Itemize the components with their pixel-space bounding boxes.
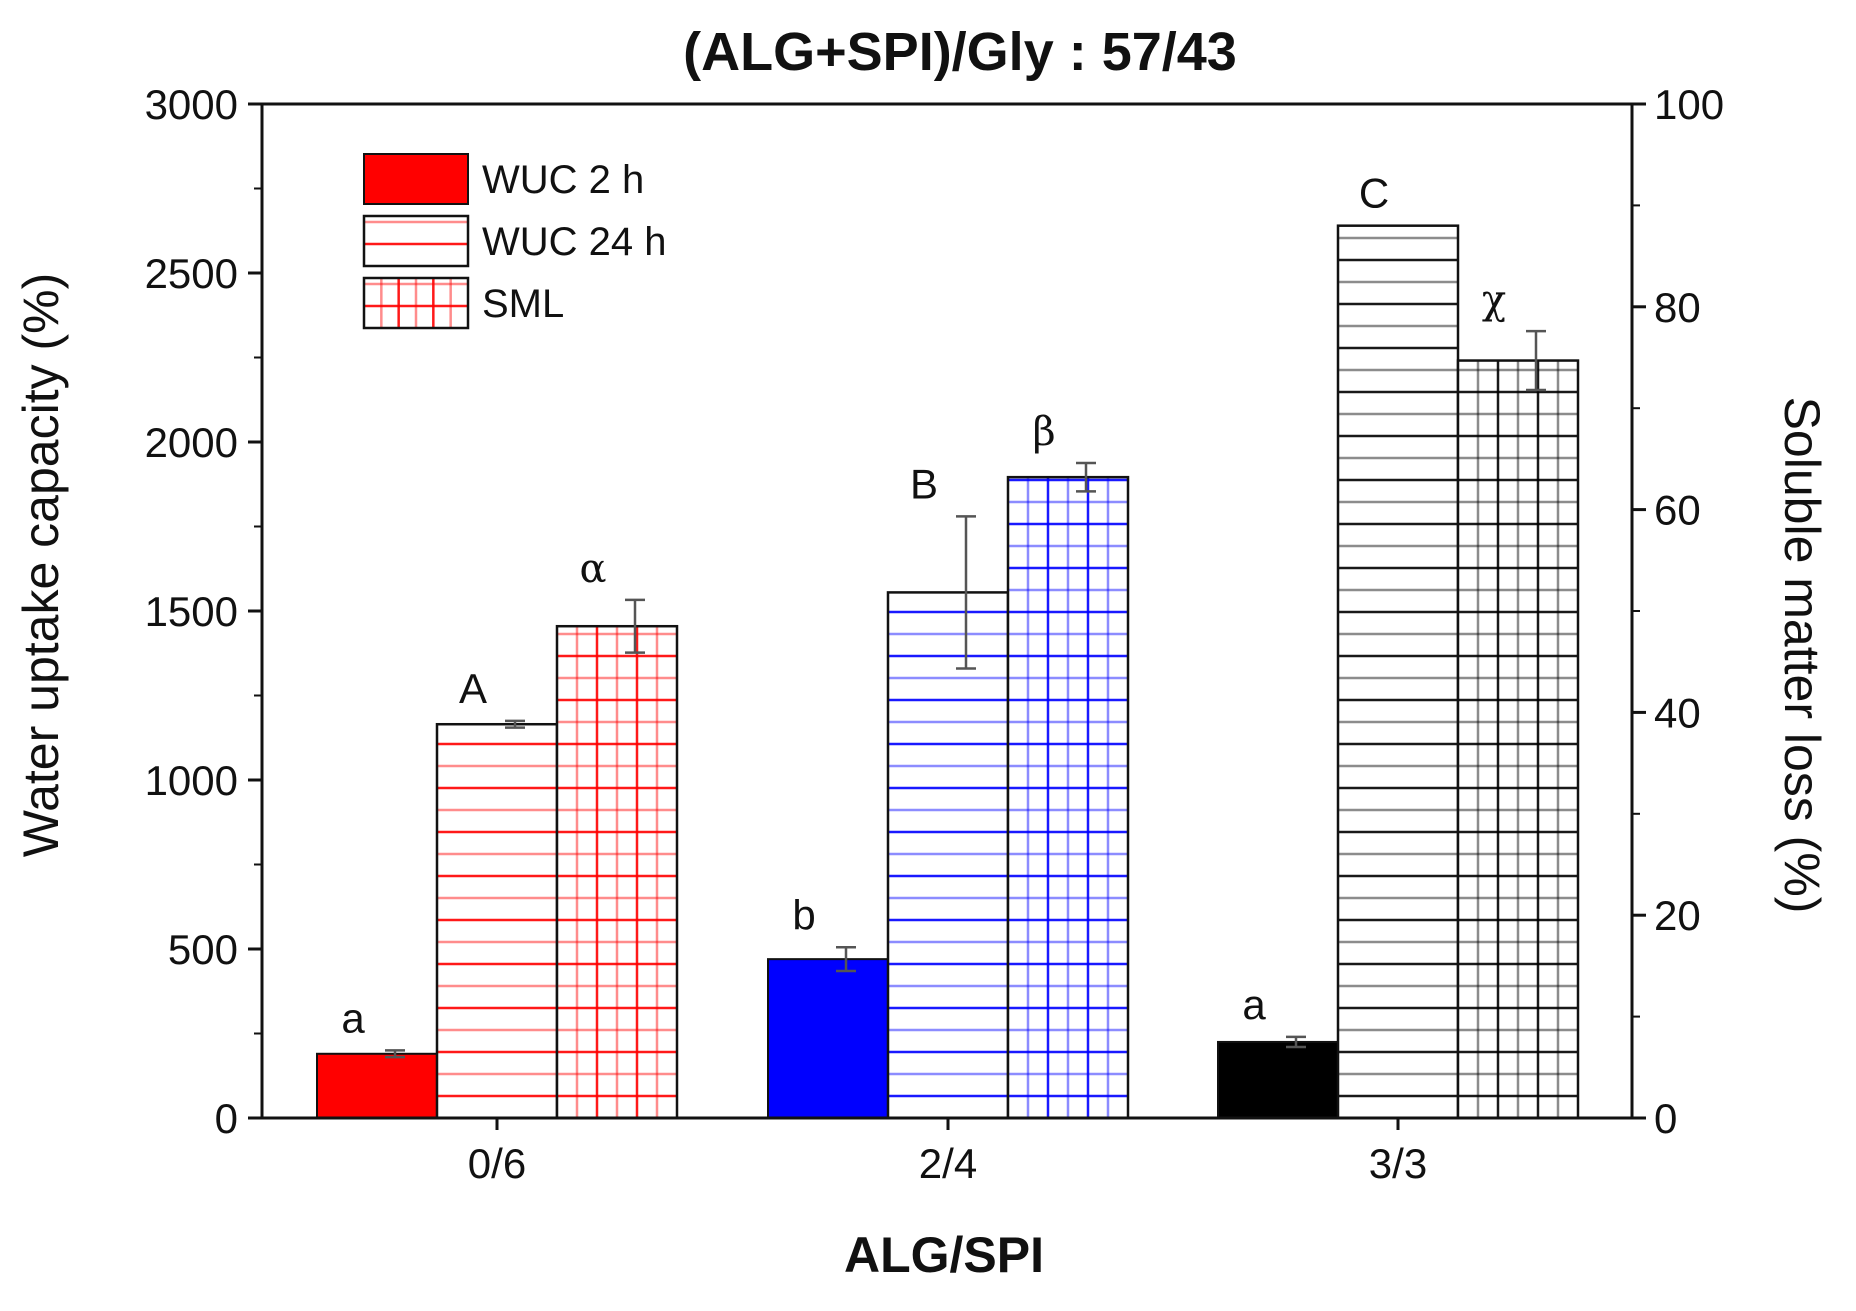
significance-label: C [1359,170,1389,217]
y2-axis-label: Soluble matter loss (%) [1774,397,1830,914]
axes-layer: 0 500 1000 1500 2000 2500 3000 0 20 40 60 80 100 0/6 2… [145,81,1725,1187]
bar-wuc-2-h-0-6 [316,1052,438,1120]
y2-tick-label: 20 [1654,892,1701,939]
bar-wuc-24-h-0-6 [435,722,559,1120]
bar-sml-0-6-fill [557,626,677,1118]
legend: WUC 2 h WUC 24 h SML [362,153,667,330]
bar-sml-3-3 [1456,359,1580,1120]
significance-label: χ [1482,277,1506,323]
chart-title: (ALG+SPI)/Gly : 57/43 [683,22,1237,82]
significance-label: α [579,546,606,592]
y2-tick-label: 40 [1654,689,1701,736]
bar-sml-2-4-fill [1008,477,1128,1119]
bar-wuc-24-h-2-4-fill [888,592,1008,1118]
bar-sml-2-4 [1006,475,1130,1120]
x-tick-label: 3/3 [1369,1140,1427,1187]
bar-wuc-2-h-3-3 [1217,1040,1339,1119]
legend-swatch-sml [362,276,470,330]
y-tick-label: 1000 [145,757,238,804]
x-tick-label: 0/6 [468,1140,526,1187]
significance-label: B [910,460,938,507]
significance-label: β [1032,409,1055,455]
y-tick-label: 0 [215,1095,238,1142]
bars-layer: a Aα b Bβ a Cχ [316,170,1580,1120]
bar-sml-3-3-fill [1458,360,1578,1118]
y2-tick-label: 60 [1654,487,1701,534]
significance-label: A [459,665,487,712]
significance-label: a [1242,981,1266,1028]
legend-label: WUC 2 h [482,158,644,202]
y-tick-label: 3000 [145,81,238,128]
legend-swatch-sml-outline [362,276,470,330]
y-tick-label: 2500 [145,250,238,297]
y-tick-label: 1500 [145,588,238,635]
legend-label: SML [482,282,564,326]
bar-wuc-24-h-2-4 [886,591,1010,1120]
y2-tick-label: 0 [1654,1095,1677,1142]
y-tick-label: 2000 [145,419,238,466]
legend-label: WUC 24 h [482,220,667,264]
legend-swatch-wuc-24-h-fill [364,216,468,266]
bar-wuc-24-h-3-3-fill [1338,225,1458,1118]
bar-wuc-24-h-3-3 [1336,224,1460,1120]
y-tick-label: 500 [168,926,238,973]
bar-sml-0-6 [555,624,679,1120]
x-axis-label: ALG/SPI [844,1227,1044,1283]
y2-tick-label: 80 [1654,284,1701,331]
legend-swatch-wuc-24-h [362,214,470,268]
y-axis-label: Water uptake capacity (%) [13,273,69,857]
bar-wuc-2-h-2-4 [767,958,889,1120]
legend-swatch-wuc-2-h [363,153,469,205]
legend-swatch-wuc-24-h-outline [362,214,470,268]
significance-label: a [341,994,365,1041]
x-tick-label: 2/4 [919,1140,977,1187]
significance-label: b [792,891,815,938]
legend-swatch-sml-fill [364,278,468,328]
y2-tick-label: 100 [1654,81,1724,128]
